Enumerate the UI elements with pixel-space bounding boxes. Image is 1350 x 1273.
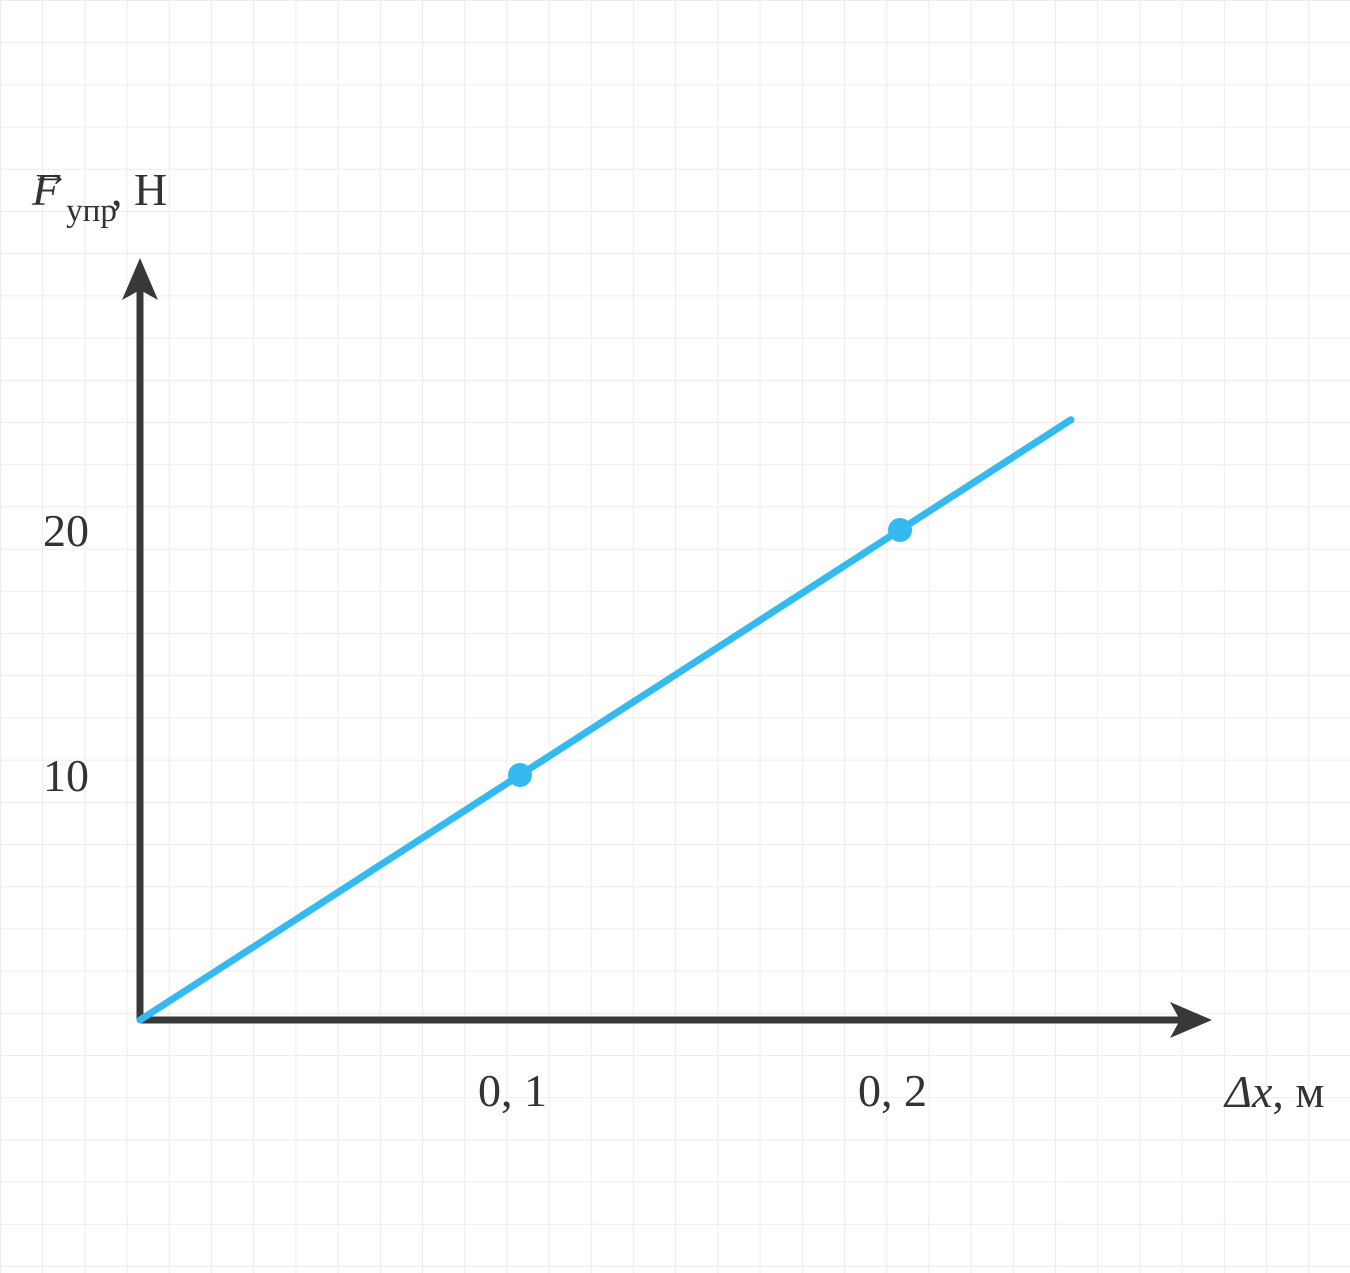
x-tick-02: 0, 2 [858,1064,927,1117]
x-axis-label-dx: Δx [1225,1066,1272,1117]
data-marker-1 [508,763,532,787]
data-marker-2 [888,518,912,542]
x-tick-01: 0, 1 [478,1064,547,1117]
y-axis-label-unit: , Н [111,164,167,215]
y-tick-10: 10 [43,749,89,802]
x-axis-label-unit: , м [1272,1066,1324,1117]
chart-container: F → упр, Н Δx, м 10 20 0, 1 0, 2 [0,0,1350,1273]
y-axis-label-sub: упр [66,192,117,229]
grid-background [0,0,1350,1273]
y-tick-20: 20 [43,504,89,557]
chart-svg [0,0,1350,1273]
y-axis-label: F → упр, Н [32,163,167,224]
x-axis-label: Δx, м [1225,1065,1325,1118]
